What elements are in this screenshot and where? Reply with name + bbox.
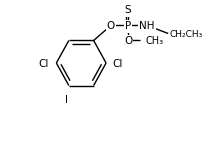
Text: I: I	[65, 95, 68, 104]
Text: NH: NH	[139, 21, 155, 32]
Text: CH₃: CH₃	[145, 37, 163, 46]
Text: P: P	[125, 21, 131, 32]
Text: O: O	[124, 37, 132, 46]
Text: O: O	[107, 21, 115, 32]
Text: S: S	[125, 5, 131, 16]
Text: Cl: Cl	[39, 59, 49, 69]
Text: Cl: Cl	[112, 59, 123, 69]
Text: CH₂CH₃: CH₂CH₃	[169, 30, 202, 39]
